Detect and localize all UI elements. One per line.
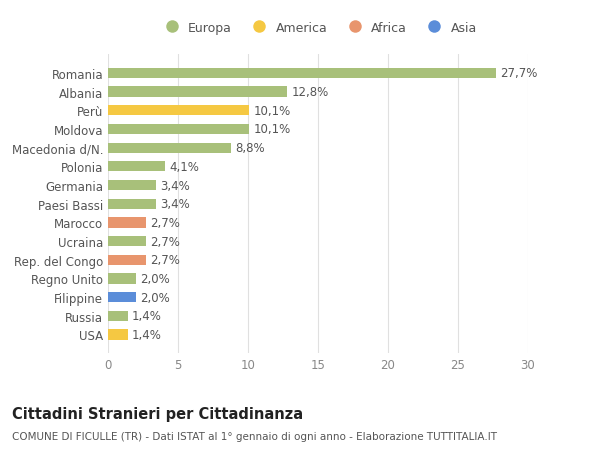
Text: 10,1%: 10,1% [254, 123, 291, 136]
Text: 1,4%: 1,4% [132, 328, 161, 341]
Bar [108, 218, 146, 228]
Text: 3,4%: 3,4% [160, 179, 190, 192]
Bar [108, 236, 146, 246]
Bar [108, 274, 136, 284]
Legend: Europa, America, Africa, Asia: Europa, America, Africa, Asia [154, 17, 482, 39]
Bar [108, 255, 146, 265]
Text: 2,7%: 2,7% [150, 235, 180, 248]
Text: 2,7%: 2,7% [150, 216, 180, 230]
Text: 27,7%: 27,7% [500, 67, 538, 80]
Text: 2,0%: 2,0% [140, 272, 170, 285]
Bar [108, 292, 136, 302]
Bar [108, 124, 250, 135]
Bar [108, 162, 166, 172]
Bar [108, 69, 496, 79]
Text: 2,0%: 2,0% [140, 291, 170, 304]
Bar [108, 311, 128, 321]
Text: 4,1%: 4,1% [170, 161, 199, 174]
Text: 12,8%: 12,8% [292, 86, 329, 99]
Bar [108, 143, 231, 153]
Bar [108, 330, 128, 340]
Bar [108, 180, 155, 191]
Text: 10,1%: 10,1% [254, 105, 291, 118]
Bar [108, 87, 287, 97]
Text: Cittadini Stranieri per Cittadinanza: Cittadini Stranieri per Cittadinanza [12, 406, 303, 421]
Bar [108, 199, 155, 209]
Text: COMUNE DI FICULLE (TR) - Dati ISTAT al 1° gennaio di ogni anno - Elaborazione TU: COMUNE DI FICULLE (TR) - Dati ISTAT al 1… [12, 431, 497, 442]
Text: 3,4%: 3,4% [160, 198, 190, 211]
Text: 2,7%: 2,7% [150, 254, 180, 267]
Text: 8,8%: 8,8% [235, 142, 265, 155]
Bar [108, 106, 250, 116]
Text: 1,4%: 1,4% [132, 310, 161, 323]
